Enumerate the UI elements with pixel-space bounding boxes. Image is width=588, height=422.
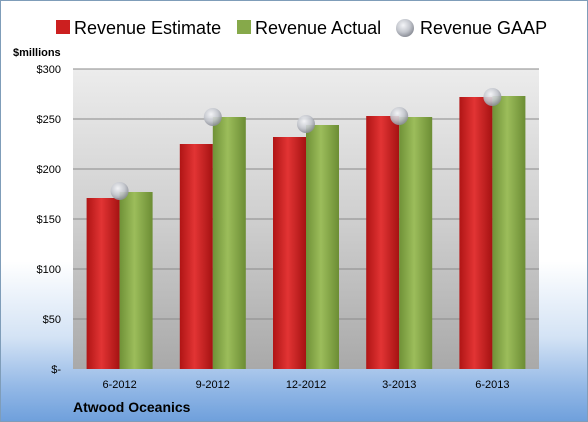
legend-label-gaap: Revenue GAAP (420, 18, 547, 38)
x-tick-label: 6-2013 (475, 379, 509, 391)
legend-label-actual: Revenue Actual (255, 18, 381, 38)
legend-label-estimate: Revenue Estimate (74, 18, 221, 38)
bar-revenue-estimate (459, 97, 493, 369)
marker-revenue-gaap (297, 115, 315, 133)
bar-revenue-estimate (273, 137, 306, 369)
y-tick-label: $100 (37, 264, 61, 276)
bar-revenue-estimate (179, 144, 213, 369)
bar-revenue-estimate (366, 116, 400, 369)
marker-revenue-gaap (390, 107, 409, 125)
y-tick-label: $250 (37, 114, 61, 126)
legend-swatch-estimate (56, 20, 70, 34)
y-tick-label: $50 (43, 314, 61, 326)
x-tick-label: 12-2012 (286, 379, 326, 391)
x-tick-label: 6-2012 (102, 379, 136, 391)
x-axis-ticks: 6-2012 9-2012 12-2012 3-2013 6-2013 (102, 379, 509, 391)
y-tick-label: $150 (37, 214, 61, 226)
bar-revenue-actual (399, 117, 433, 369)
marker-revenue-gaap (483, 88, 502, 106)
bar-revenue-actual (119, 192, 153, 369)
company-name: Atwood Oceanics (73, 399, 191, 415)
y-tick-label: $- (51, 364, 61, 376)
legend-swatch-gaap (396, 19, 414, 37)
y-tick-label: $300 (37, 64, 61, 76)
bar-revenue-actual (212, 117, 246, 369)
bar-revenue-actual (492, 96, 526, 369)
bars (86, 96, 526, 369)
bar-revenue-actual (306, 125, 339, 369)
y-tick-label: $200 (37, 164, 61, 176)
x-tick-label: 3-2013 (382, 379, 416, 391)
gaap-markers (110, 88, 502, 200)
legend-swatch-actual (237, 20, 251, 34)
x-tick-label: 9-2012 (196, 379, 230, 391)
y-axis-unit-label: $millions (13, 47, 61, 59)
marker-revenue-gaap (203, 108, 222, 126)
marker-revenue-gaap (110, 182, 129, 200)
y-axis-ticks: $- $50 $100 $150 $200 $250 $300 (37, 64, 62, 376)
legend: Revenue Estimate Revenue Actual Revenue … (56, 18, 547, 38)
bar-revenue-estimate (86, 198, 120, 369)
